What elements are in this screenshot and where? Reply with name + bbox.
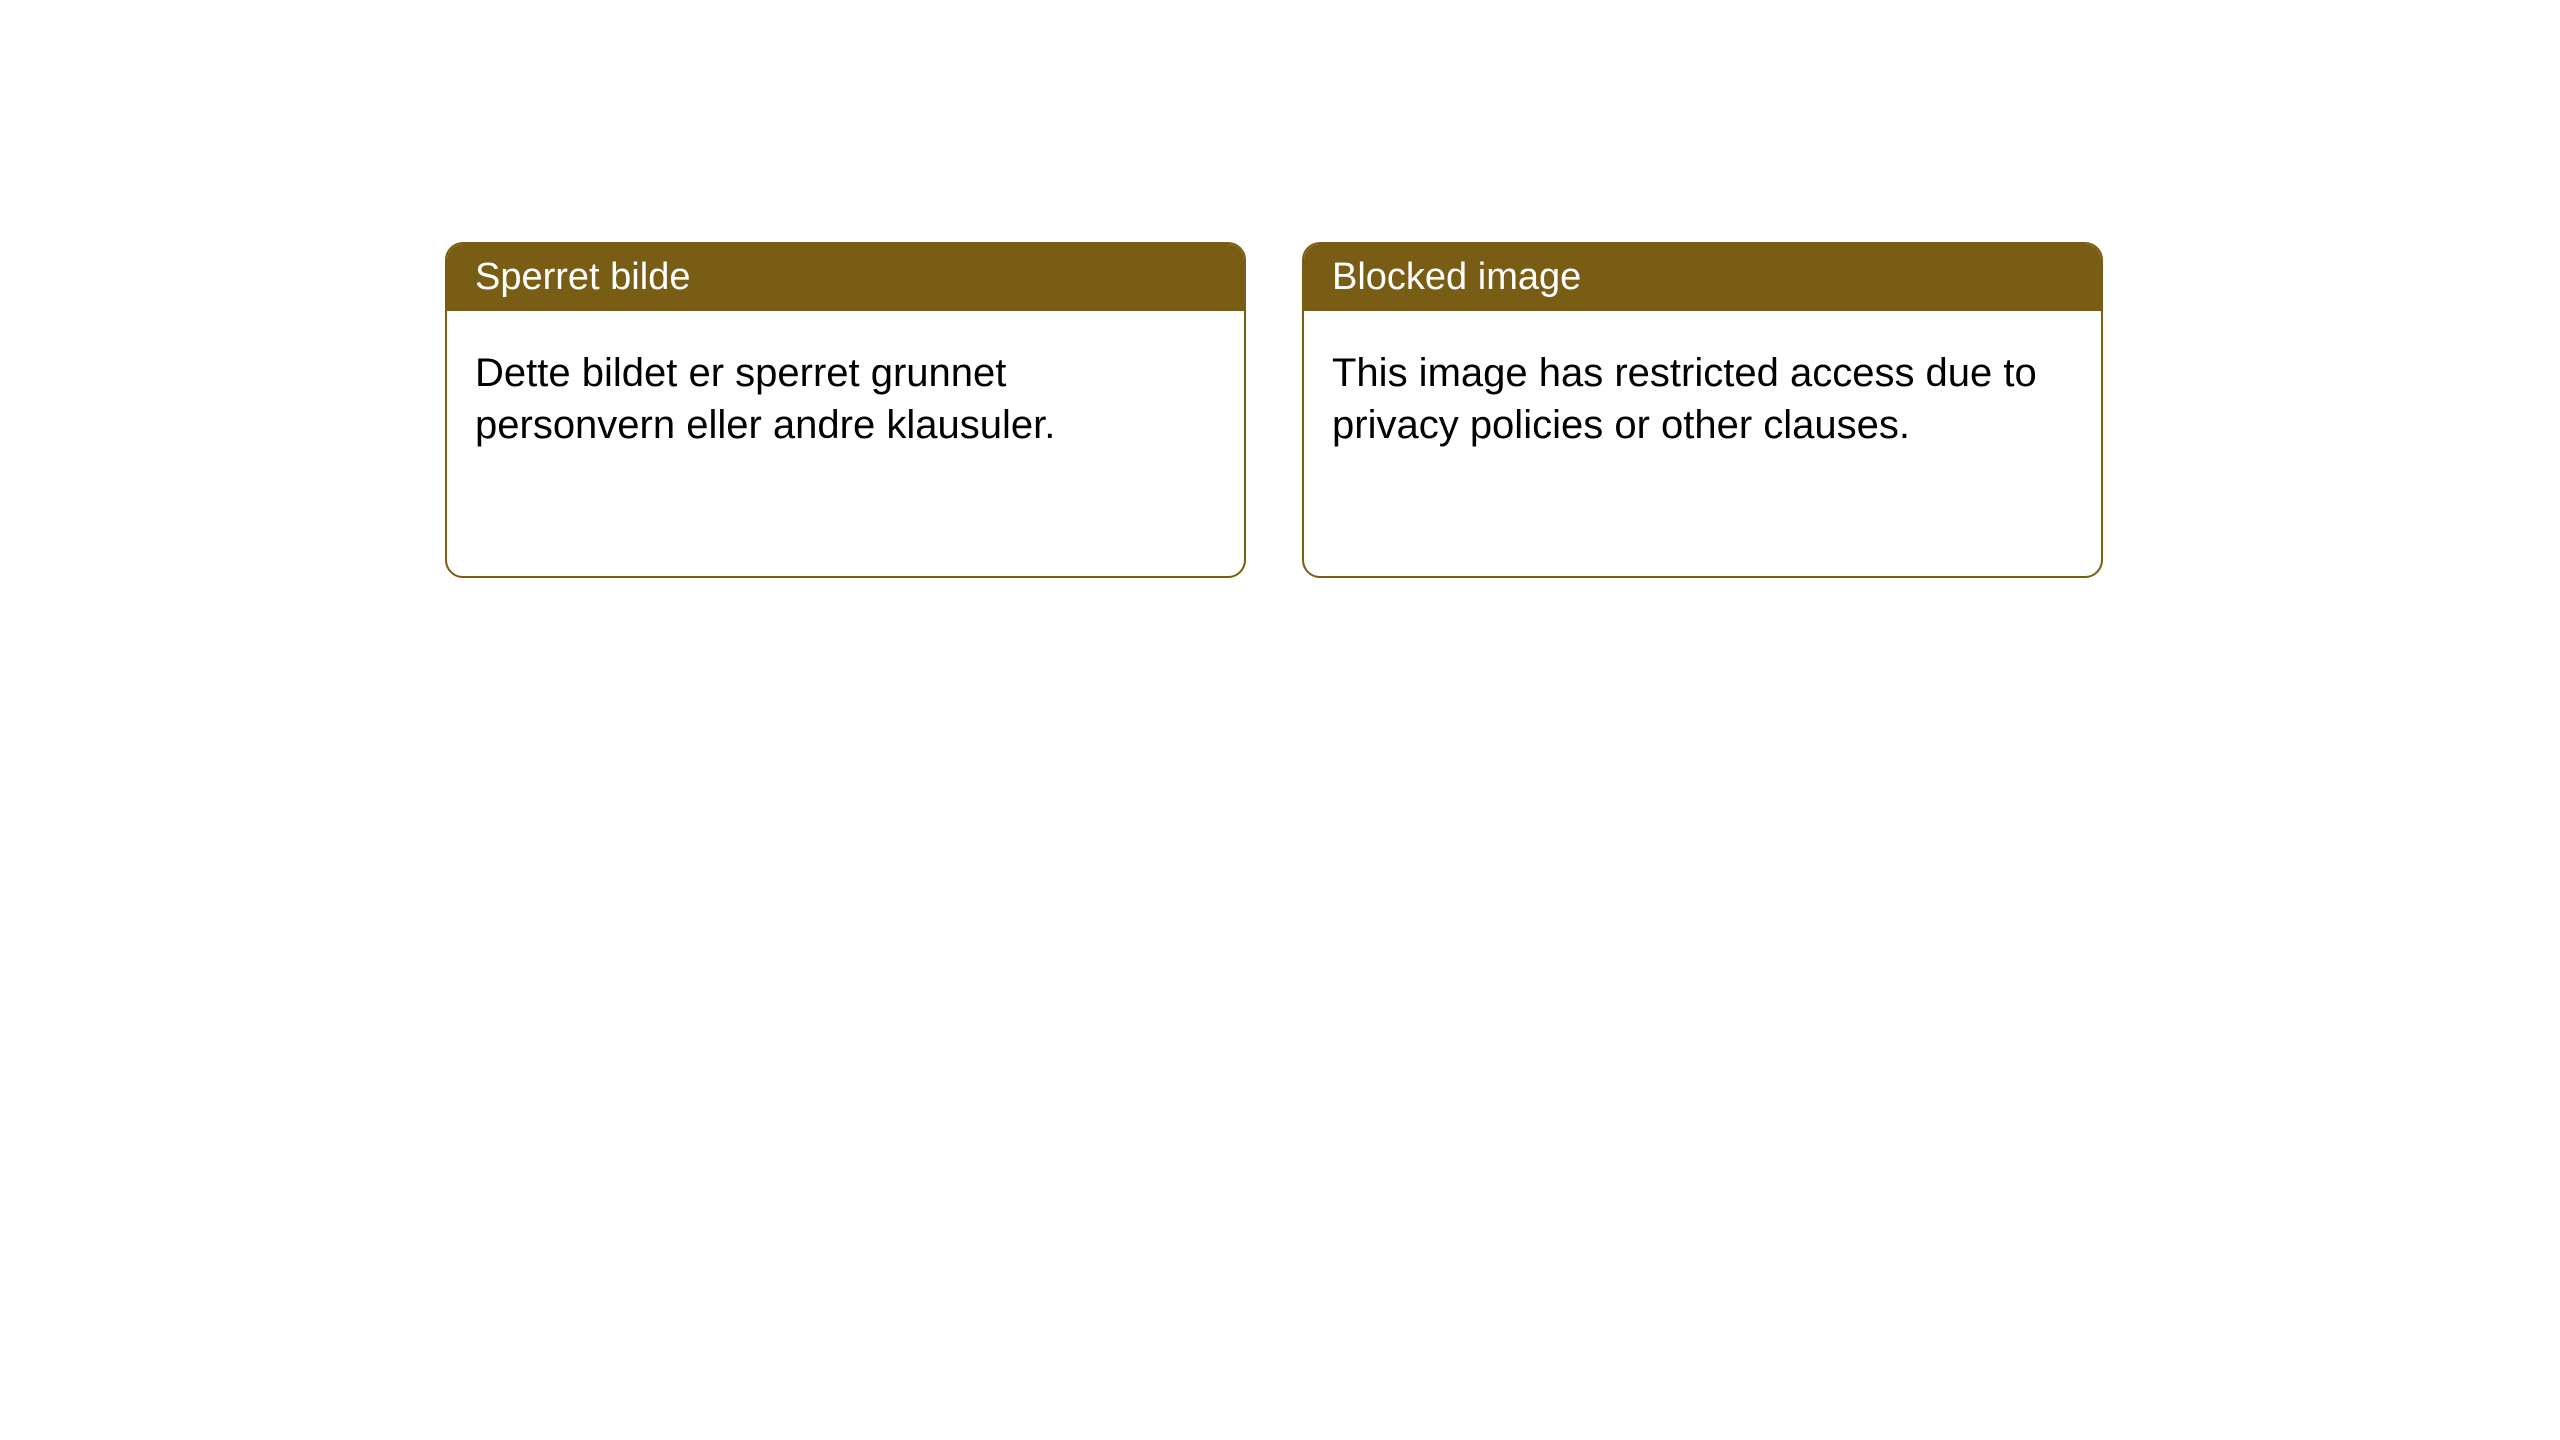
notice-container: Sperret bilde Dette bildet er sperret gr…: [445, 242, 2103, 578]
notice-title-english: Blocked image: [1304, 244, 2101, 311]
notice-body-english: This image has restricted access due to …: [1304, 311, 2101, 487]
notice-card-english: Blocked image This image has restricted …: [1302, 242, 2103, 578]
notice-title-norwegian: Sperret bilde: [447, 244, 1244, 311]
notice-body-norwegian: Dette bildet er sperret grunnet personve…: [447, 311, 1244, 487]
notice-card-norwegian: Sperret bilde Dette bildet er sperret gr…: [445, 242, 1246, 578]
